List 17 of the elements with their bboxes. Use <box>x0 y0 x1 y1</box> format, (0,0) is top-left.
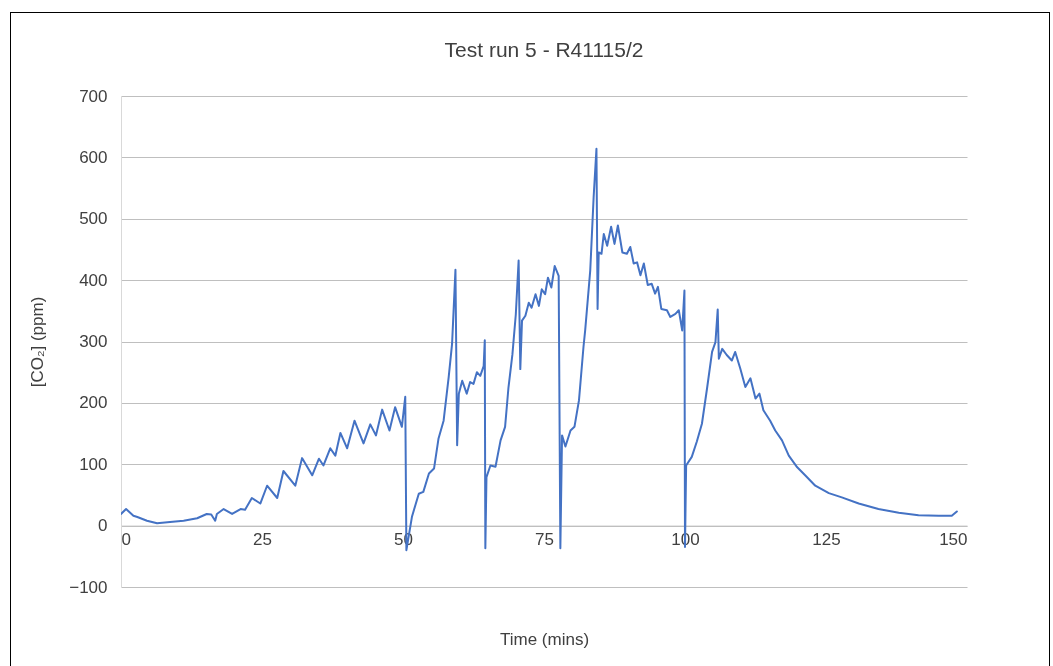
y-tick-label: 400 <box>79 270 108 290</box>
y-tick-label: 0 <box>98 516 108 536</box>
chart-title: Test run 5 - R41115/2 <box>444 38 644 61</box>
y-tick-label: 700 <box>79 86 108 106</box>
x-tick-label: 75 <box>535 530 554 550</box>
y-tick-label: −100 <box>69 577 108 597</box>
x-tick-label: 125 <box>812 530 841 550</box>
y-tick-label: 500 <box>79 209 108 229</box>
y-tick-label: 300 <box>79 332 108 351</box>
x-tick-label: 25 <box>253 530 272 550</box>
x-tick-label: 0 <box>121 530 131 550</box>
x-axis-title: Time (mins) <box>499 629 590 649</box>
y-axis-title: [CO₂] (ppm) <box>28 296 48 388</box>
x-tick-label: 150 <box>939 530 968 550</box>
y-tick-label: 100 <box>79 454 108 474</box>
y-tick-label: 200 <box>79 393 108 413</box>
y-tick-label: 600 <box>79 147 108 167</box>
